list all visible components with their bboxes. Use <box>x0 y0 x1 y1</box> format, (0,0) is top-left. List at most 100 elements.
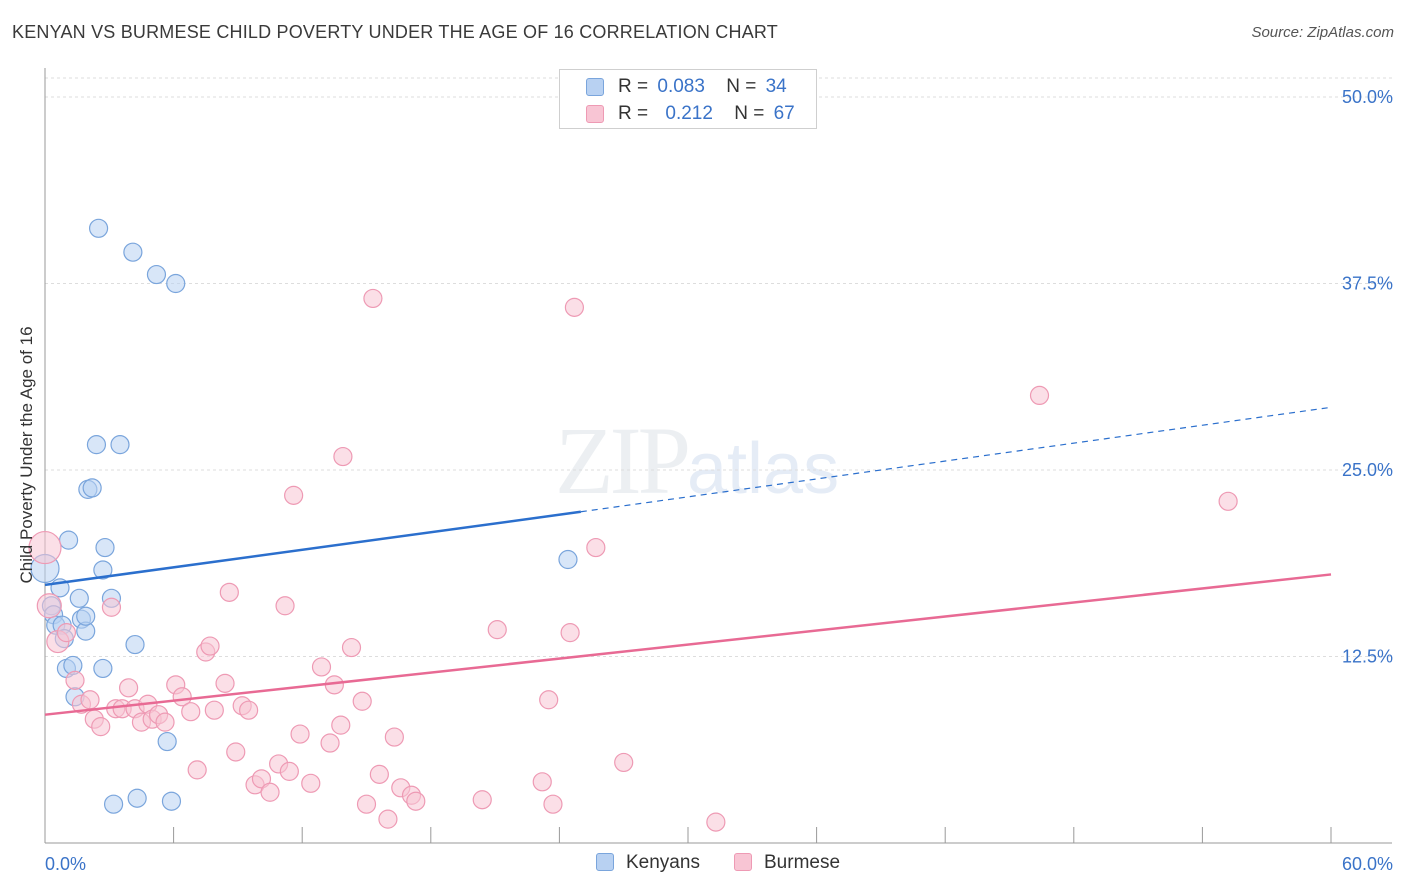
burmese-point <box>472 790 492 810</box>
burmese-point <box>539 690 559 710</box>
burmese-point <box>155 712 175 732</box>
gridlines <box>45 77 1392 657</box>
n-value: 34 <box>765 76 787 97</box>
burmese-point <box>80 690 100 710</box>
kenyans-trend-extension <box>580 406 1332 513</box>
kenyans-point <box>82 478 102 498</box>
source-label: Source: ZipAtlas.com <box>1251 24 1394 41</box>
burmese-legend-label: Burmese <box>764 852 841 873</box>
burmese-point <box>301 773 321 793</box>
burmese-point <box>532 772 552 792</box>
y-tick-label: 25.0% <box>1342 460 1393 480</box>
burmese-point <box>251 769 272 789</box>
burmese-point <box>279 761 299 781</box>
x-tick-label-min: 0.0% <box>45 854 86 874</box>
kenyans-point <box>123 242 143 262</box>
kenyans-point <box>110 435 130 455</box>
burmese-point <box>260 782 280 802</box>
stats-legend: R = 0.083 N = 34 R = 0.212 N = 67 <box>559 69 817 129</box>
burmese-point <box>369 764 389 784</box>
watermark-atlas: atlas <box>687 429 840 509</box>
kenyans-swatch <box>586 78 604 96</box>
r-value: 0.212 <box>665 103 713 124</box>
kenyans-point <box>76 606 96 626</box>
burmese-point <box>187 760 207 780</box>
kenyans-points <box>30 218 578 814</box>
burmese-trend-line <box>44 573 1332 716</box>
burmese-point <box>352 691 372 711</box>
kenyans-point <box>86 435 107 455</box>
burmese-point <box>215 673 235 693</box>
burmese-point <box>564 297 585 317</box>
burmese-point <box>331 715 351 735</box>
kenyans-point <box>95 537 115 558</box>
r-label: R = <box>618 103 649 124</box>
kenyans-point <box>146 264 167 285</box>
burmese-points <box>28 288 1238 832</box>
burmese-point <box>320 733 340 753</box>
burmese-point <box>200 636 220 656</box>
trend-lines <box>44 406 1332 716</box>
burmese-point <box>543 794 563 814</box>
y-tick-label: 50.0% <box>1342 87 1393 107</box>
burmese-point <box>36 593 62 619</box>
y-tick-label: 12.5% <box>1342 647 1393 667</box>
kenyans-point <box>93 560 113 580</box>
burmese-point <box>239 700 259 720</box>
kenyans-point <box>88 218 109 238</box>
burmese-swatch <box>586 105 604 123</box>
burmese-point <box>378 809 398 829</box>
burmese-point <box>586 537 606 558</box>
burmese-point <box>284 485 304 505</box>
watermark-zip: ZIP <box>555 407 691 514</box>
burmese-point <box>560 623 580 643</box>
burmese-point <box>487 620 507 640</box>
y-tick-label: 37.5% <box>1342 274 1393 294</box>
watermark: ZIPatlas <box>555 405 839 516</box>
r-value: 0.083 <box>657 76 705 97</box>
burmese-point <box>1218 491 1238 511</box>
kenyans-point <box>127 788 147 808</box>
burmese-point <box>28 530 62 565</box>
burmese-point <box>363 288 383 309</box>
stats-row-burmese: R = 0.212 N = 67 <box>586 103 795 125</box>
stats-row-kenyans: R = 0.083 N = 34 <box>586 76 787 98</box>
n-label: N = <box>726 76 757 97</box>
chart-title: KENYAN VS BURMESE CHILD POVERTY UNDER TH… <box>12 22 778 42</box>
kenyans-point <box>166 273 186 294</box>
burmese-point <box>101 597 122 617</box>
kenyans-point <box>58 530 79 550</box>
kenyans-point <box>161 791 182 811</box>
burmese-point <box>311 657 332 677</box>
burmese-point <box>333 446 353 467</box>
burmese-point <box>226 742 246 762</box>
burmese-point <box>406 791 426 811</box>
y-axis-label: Child Poverty Under the Age of 16 <box>17 326 36 584</box>
burmese-point <box>290 724 310 744</box>
burmese-point <box>614 752 634 773</box>
kenyans-legend-label: Kenyans <box>626 852 700 873</box>
burmese-point <box>706 812 726 832</box>
kenyans-point <box>125 634 145 655</box>
burmese-point <box>341 637 362 658</box>
kenyans-point <box>69 588 89 608</box>
burmese-point <box>65 670 85 690</box>
burmese-point <box>219 582 239 602</box>
burmese-point <box>118 678 139 698</box>
kenyans-legend-swatch <box>596 853 614 871</box>
burmese-legend-swatch <box>734 853 752 871</box>
burmese-point <box>181 702 201 722</box>
burmese-point <box>56 623 77 643</box>
kenyans-point <box>157 731 177 752</box>
r-label: R = <box>618 76 649 97</box>
axes <box>44 68 1392 844</box>
kenyans-trend-line <box>44 510 582 587</box>
burmese-point <box>384 727 404 747</box>
legend-item-burmese: Burmese <box>734 852 840 874</box>
burmese-point <box>275 596 295 616</box>
burmese-point <box>91 717 111 737</box>
burmese-point <box>356 794 377 814</box>
kenyans-point <box>103 794 124 814</box>
kenyans-point <box>93 658 113 679</box>
